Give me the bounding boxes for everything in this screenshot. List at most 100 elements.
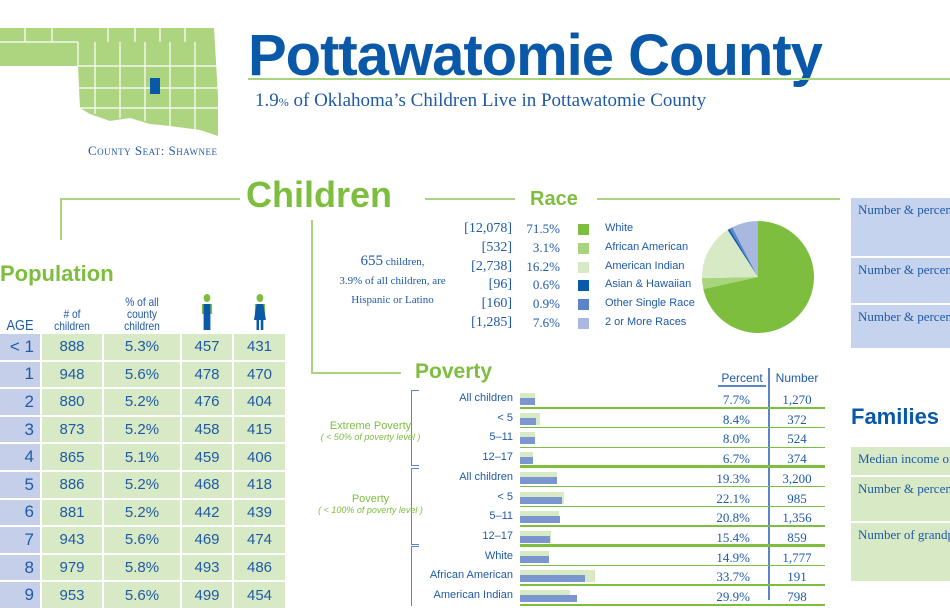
poverty-bar — [520, 496, 563, 504]
families-heading: Families — [851, 404, 940, 429]
pie-slice-other-single-race — [729, 227, 758, 277]
poverty-label: < 5 — [497, 490, 513, 503]
race-pct: 71.5% — [526, 221, 560, 236]
poverty-bar — [520, 575, 585, 583]
girls-cell: 431 — [234, 334, 285, 360]
count-cell: 953 — [42, 582, 102, 608]
race-count: [96] — [488, 277, 512, 293]
bracket — [411, 390, 419, 466]
race-swatch — [578, 299, 589, 311]
pct-cell: 5.1% — [104, 444, 180, 470]
race-label: Asian & Hawaiian — [605, 278, 692, 291]
subtitle-text: of Oklahoma’s Children Live in Pottawato… — [288, 90, 707, 111]
pct-cell: 5.2% — [104, 416, 180, 443]
row-divider — [520, 485, 825, 488]
age-cell: 1 — [0, 361, 40, 388]
poverty-row: African American 33.7% 191 — [400, 566, 825, 586]
poverty-number: 1,356 — [782, 510, 812, 526]
poverty-row: 5–11 8.0% 524 — [400, 428, 825, 449]
pct-cell: 5.6% — [104, 361, 180, 388]
race-pct: 7.6% — [532, 315, 560, 330]
col-count: # of children — [54, 307, 90, 333]
age-cell: 3 — [0, 416, 40, 443]
children-heading: Children — [246, 174, 393, 215]
boys-cell: 457 — [182, 334, 232, 360]
race-swatch — [578, 261, 589, 273]
hispanic-text: 3.9% of all children, are — [339, 275, 446, 287]
col-percent: Percent — [718, 371, 766, 387]
col-boys — [186, 294, 229, 332]
poverty-pct: 22.1% — [716, 490, 750, 506]
age-cell: 5 — [0, 471, 40, 498]
race-count: [12,078] — [464, 221, 512, 236]
poverty-number: 1,270 — [782, 392, 812, 407]
info-box-disability: Number & percent with a disability — [851, 258, 950, 303]
row-divider — [520, 407, 825, 409]
row-divider — [520, 584, 825, 586]
divider — [60, 198, 240, 200]
poverty-bar — [520, 457, 533, 465]
count-cell: 979 — [42, 554, 102, 581]
race-count: [2,738] — [471, 258, 512, 274]
row-divider — [520, 564, 825, 567]
col-pct: % of all county children — [124, 295, 160, 333]
poverty-number: 798 — [787, 589, 807, 604]
row-divider — [520, 426, 825, 429]
count-cell: 881 — [42, 499, 102, 526]
poverty-pct: 19.3% — [716, 470, 750, 486]
pie-slice-asian-hawaiian — [727, 228, 758, 277]
race-row: [96] 0.6% Asian & Hawaiian — [440, 277, 700, 296]
race-label: White — [605, 222, 634, 234]
table-row: 4 865 5.1% 459 406 — [0, 444, 285, 470]
poverty-bar — [520, 516, 560, 524]
poverty-bar — [520, 555, 549, 563]
poverty-pct: 6.7% — [722, 451, 750, 467]
pct-cell: 5.3% — [104, 334, 180, 360]
poverty-row: All children 19.3% 3,200 — [400, 468, 825, 488]
state-share: 1.9 — [255, 90, 279, 111]
poverty-label: 12–17 — [482, 529, 513, 542]
boys-cell: 469 — [182, 527, 232, 553]
group-label: Extreme Poverty — [329, 420, 412, 432]
row-divider — [520, 446, 825, 449]
info-box-enrollment: Number & percent enrolled in nursery or … — [851, 198, 950, 256]
row-divider — [520, 464, 825, 468]
race-heading: Race — [530, 188, 578, 210]
poverty-pct: 20.8% — [716, 510, 750, 526]
poverty-bar — [520, 595, 578, 602]
age-cell: 2 — [0, 389, 40, 415]
poverty-label: < 5 — [497, 411, 513, 424]
group-sub: ( < 50% of poverty level ) — [320, 432, 421, 442]
row-divider — [520, 505, 825, 508]
bracket — [411, 468, 419, 545]
age-cell: 6 — [0, 499, 40, 526]
age-cell: 9 — [0, 582, 40, 608]
poverty-number: 524 — [787, 431, 807, 447]
age-cell: 7 — [0, 527, 40, 553]
girls-cell: 474 — [234, 527, 285, 553]
poverty-row: < 5 22.1% 985 — [400, 488, 825, 508]
poverty-row: < 5 8.4% 372 — [400, 409, 825, 429]
poverty-pct: 29.9% — [716, 589, 750, 604]
table-row: 6 881 5.2% 442 439 — [0, 499, 285, 526]
count-cell: 873 — [42, 416, 102, 443]
pie-slice-american-indian — [702, 229, 758, 279]
poverty-pct: 33.7% — [716, 569, 750, 585]
girls-cell: 486 — [234, 554, 285, 581]
pct-sign: % — [278, 95, 289, 109]
race-pct: 16.2% — [526, 258, 560, 274]
row-divider — [520, 604, 825, 606]
race-pie-chart — [702, 221, 814, 333]
hispanic-count: 655 — [360, 253, 383, 269]
pottawatomie-county-highlight — [150, 78, 160, 94]
pie-slice-white — [703, 221, 814, 333]
girls-cell: 454 — [234, 582, 285, 608]
poverty-pct: 8.4% — [722, 411, 750, 427]
poverty-bar — [520, 417, 537, 425]
race-swatch — [578, 224, 589, 235]
divider — [248, 78, 950, 80]
poverty-heading: Poverty — [415, 360, 493, 383]
race-count: [160] — [481, 296, 512, 312]
pct-cell: 5.2% — [104, 389, 180, 415]
age-cell: < 1 — [0, 334, 40, 360]
